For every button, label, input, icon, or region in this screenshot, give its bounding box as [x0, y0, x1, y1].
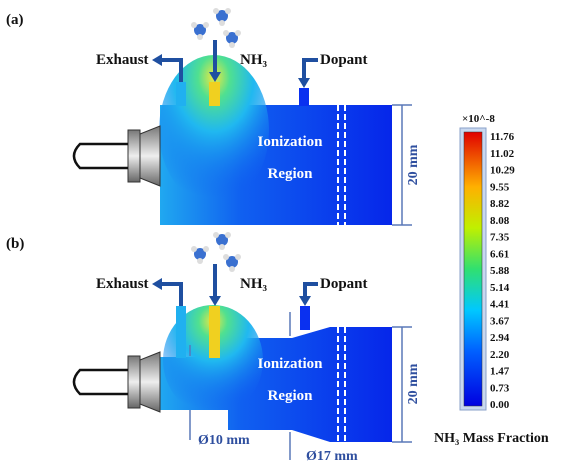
colorbar-tick-label: 11.76	[490, 131, 515, 143]
diameter-label: Ø17 mm	[306, 449, 358, 464]
colorbar-scale: ×10^-8	[462, 113, 495, 125]
dimension-label: 20 mm	[406, 363, 421, 404]
colorbar-title: NH₃ Mass Fraction	[434, 431, 549, 446]
dopant-label: Dopant	[320, 276, 368, 292]
colorbar-tick-label: 5.14	[490, 282, 510, 294]
dopant-label: Dopant	[320, 52, 368, 68]
colorbar-tick-label: 8.82	[490, 198, 510, 210]
region-label: Ionization	[257, 356, 323, 372]
colorbar-tick-label: 4.41	[490, 299, 509, 311]
colorbar-tick-label: 3.67	[490, 315, 510, 327]
diameter-label: Ø10 mm	[198, 433, 250, 448]
colorbar	[464, 132, 482, 406]
colorbar-tick-label: 9.55	[490, 181, 510, 193]
exhaust-label: Exhaust	[96, 52, 149, 68]
colorbar-tick-label: 10.29	[490, 165, 515, 177]
colorbar-tick-label: 7.35	[490, 232, 510, 244]
colorbar-tick-label: 6.61	[490, 248, 509, 260]
dimension-label: 20 mm	[406, 144, 421, 185]
panel-label: (b)	[6, 236, 24, 252]
colorbar-tick-label: 5.88	[490, 265, 510, 277]
colorbar-tick-label: 0.00	[490, 399, 510, 411]
figure: (a) Exhaust NH₃ Dopant Ionization Region…	[0, 0, 584, 464]
region-label: Region	[268, 388, 314, 404]
exhaust-label: Exhaust	[96, 276, 149, 292]
colorbar-tick-label: 1.47	[490, 366, 510, 378]
gas-label: NH₃	[240, 52, 268, 68]
colorbar-tick-label: 2.20	[490, 349, 510, 361]
colorbar-tick-label: 8.08	[490, 215, 510, 227]
colorbar-tick-label: 11.02	[490, 148, 515, 160]
region-label: Ionization	[257, 134, 323, 150]
colorbar-tick-label: 0.73	[490, 382, 510, 394]
region-label: Region	[268, 166, 314, 182]
panel-label: (a)	[6, 12, 24, 28]
gas-label: NH₃	[240, 276, 268, 292]
colorbar-tick-label: 2.94	[490, 332, 510, 344]
